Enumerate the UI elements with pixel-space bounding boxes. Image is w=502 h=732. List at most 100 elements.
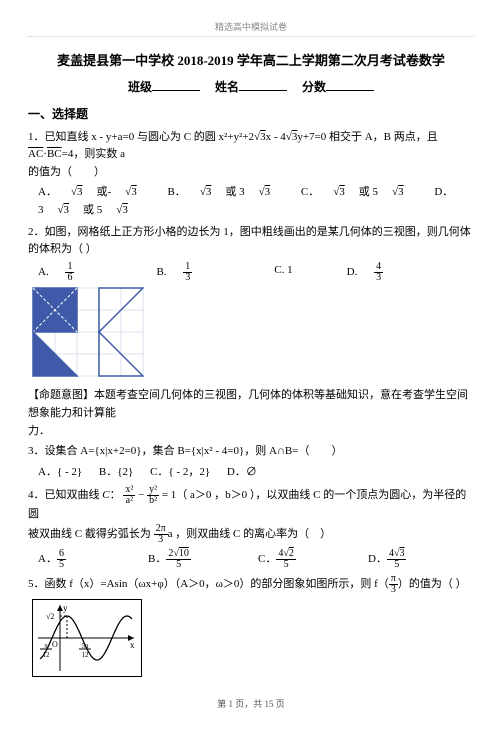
q2b-pre: B. [156, 266, 169, 278]
q2-opt-d: D. 43 [347, 262, 411, 283]
svg-text:y: y [63, 603, 68, 613]
svg-text:√2: √2 [46, 612, 54, 621]
q1-stem-d: =4，则实数 a [62, 148, 125, 160]
question-5: 5．函数 f（x）=Asin（ωx+φ）（A＞0，ω＞0）的部分图象如图所示，则… [28, 574, 474, 595]
q4d-d: 5 [387, 560, 407, 570]
q4a-d: 5 [57, 560, 66, 570]
question-3: 3．设集合 A={x|x+2=0}，集合 B={x|x² - 4=0}，则 A∩… [28, 443, 474, 461]
q2-opt-c: C. 1 [274, 262, 292, 283]
q1-opt-b: B．√3或 3√3 [167, 186, 284, 198]
score-label: 分数 [302, 80, 326, 94]
analysis-head: 【命题意图】 [28, 389, 94, 401]
q1c-b: 3 [398, 186, 404, 198]
q4-stem-a: 4．已知双曲线 [28, 489, 102, 501]
q1-stem-e: 的值为（ ） [28, 166, 105, 178]
name-label: 姓名 [215, 80, 239, 94]
three-view-figure [32, 287, 474, 384]
q1d-mid: 或 5 [83, 204, 102, 216]
q4c-n: 4 [278, 548, 283, 559]
q4-opt-b: B．2√105 [148, 549, 218, 570]
top-label: 精选高中模拟试卷 [28, 20, 474, 37]
q2d-pre: D. [347, 266, 360, 278]
class-blank [152, 80, 200, 91]
q4b-pre: B． [148, 553, 166, 565]
svg-text:O: O [52, 640, 58, 649]
q1a-a: 3 [77, 186, 83, 198]
q4c-pre: C． [258, 553, 276, 565]
question-1: 1．已知直线 x - y+a=0 与圆心为 C 的圆 x²+y²+2√3x - … [28, 129, 474, 182]
q2b-d: 3 [183, 273, 192, 283]
q2d-d: 3 [374, 273, 383, 283]
score-blank [326, 80, 374, 91]
q5-stem-a: 5．函数 f（x）=Asin（ωx+φ）（A＞0，ω＞0）的部分图象如图所示，则… [28, 578, 389, 590]
q1b-mid: 或 3 [225, 186, 244, 198]
exam-title: 麦盖提县第一中学校 2018-2019 学年高二上学期第二次月考试卷数学 [28, 51, 474, 72]
sine-figure: y√2Oxπ125π12 [32, 599, 474, 684]
q4d-n: 4 [389, 548, 394, 559]
q5-argd: 3 [389, 585, 398, 595]
q1b-b: 3 [265, 186, 271, 198]
q5-stem-b: ）的值为（ ） [398, 578, 467, 590]
q1c-a: 3 [339, 186, 345, 198]
page-footer: 第 1 页，共 15 页 [28, 697, 474, 711]
class-label: 班级 [128, 80, 152, 94]
q4-d2: b² [147, 496, 159, 506]
q1b-a: 3 [206, 186, 212, 198]
q1-opt-c: C．√3或 5√3 [301, 186, 418, 198]
q2a-pre: A. [38, 266, 51, 278]
q4-l2b: a ，则双曲线 C 的离心率为（ ） [168, 528, 331, 540]
q1-stem-a: 1．已知直线 x - y+a=0 与圆心为 C 的圆 x²+y²+2 [28, 131, 254, 143]
question-2: 2．如图，网格纸上正方形小格的边长为 1，图中粗线画出的是某几何体的三视图，则几… [28, 224, 474, 259]
svg-text:12: 12 [43, 651, 51, 659]
name-blank [239, 80, 287, 91]
q2a-d: 6 [65, 273, 74, 283]
question-4: 4．已知双曲线 C： x²a² − y²b² = 1（ a＞0 ，b＞0 ），以… [28, 485, 474, 545]
meta-row: 班级 姓名 分数 [28, 78, 474, 97]
q3-opt-b: B．{2} [99, 466, 133, 478]
q1a-pre: A． [38, 186, 57, 198]
q4b-n: 2 [168, 548, 173, 559]
q2-opt-a: A. 16 [38, 262, 102, 283]
svg-text:12: 12 [82, 651, 90, 659]
q4c-s: 2 [289, 548, 294, 559]
q4b-d: 5 [166, 560, 191, 570]
q1-vec-ac: AC [28, 148, 43, 160]
q4-opt-a: A．65 [38, 549, 108, 570]
q1a-b: 3 [131, 186, 137, 198]
q4b-s: 10 [179, 548, 189, 559]
q4a-pre: A． [38, 553, 57, 565]
q3-opt-c: C．{ - 2，2} [150, 466, 210, 478]
q4d-s: 3 [399, 548, 404, 559]
q4c-d: 5 [276, 560, 296, 570]
q4-c: C [102, 489, 109, 501]
q4-colon: ： [110, 489, 121, 501]
section-1-heading: 一、选择题 [28, 105, 474, 124]
q4-l2a: 被双曲线 C 截得劣弧长为 [28, 528, 154, 540]
q1-stem-c: y+7=0 相交于 A，B 两点，且 [297, 131, 437, 143]
q1d-a: 3 [64, 204, 70, 216]
q4-opt-c: C．4√25 [258, 549, 328, 570]
q4-options: A．65 B．2√105 C．4√25 D．4√35 [38, 549, 474, 570]
q1-options: A．√3或-√3 B．√3或 3√3 C．√3或 5√3 D．3√3或 5√3 [38, 184, 474, 219]
q4-d1: a² [123, 496, 135, 506]
q4-minus: − [135, 489, 147, 501]
q4d-pre: D． [368, 553, 387, 565]
analysis-body2: 力． [28, 425, 50, 437]
q3-opt-d: D．∅ [227, 466, 257, 478]
analysis-note: 【命题意图】本题考查空间几何体的三视图，几何体的体积等基础知识，意在考查学生空间… [28, 387, 474, 440]
q1-opt-a: A．√3或-√3 [38, 186, 151, 198]
analysis-body: 本题考查空间几何体的三视图，几何体的体积等基础知识，意在考查学生空间想象能力和计… [28, 389, 468, 419]
q1c-mid: 或 5 [359, 186, 378, 198]
svg-text:x: x [130, 640, 135, 650]
q1-vec-bc: BC [47, 148, 62, 160]
q1a-mid: 或- [97, 186, 112, 198]
q3-options: A．{ - 2} B．{2} C．{ - 2，2} D．∅ [38, 464, 474, 482]
q3-opt-a: A．{ - 2} [38, 466, 82, 478]
q1b-pre: B． [167, 186, 185, 198]
q1d-b: 3 [122, 204, 128, 216]
q4-arcd: 3 [154, 535, 168, 545]
q4-opt-d: D．4√35 [368, 549, 438, 570]
q2-opt-b: B. 13 [156, 262, 220, 283]
q1-stem-b: x - 4 [266, 131, 286, 143]
q1c-pre: C． [301, 186, 319, 198]
